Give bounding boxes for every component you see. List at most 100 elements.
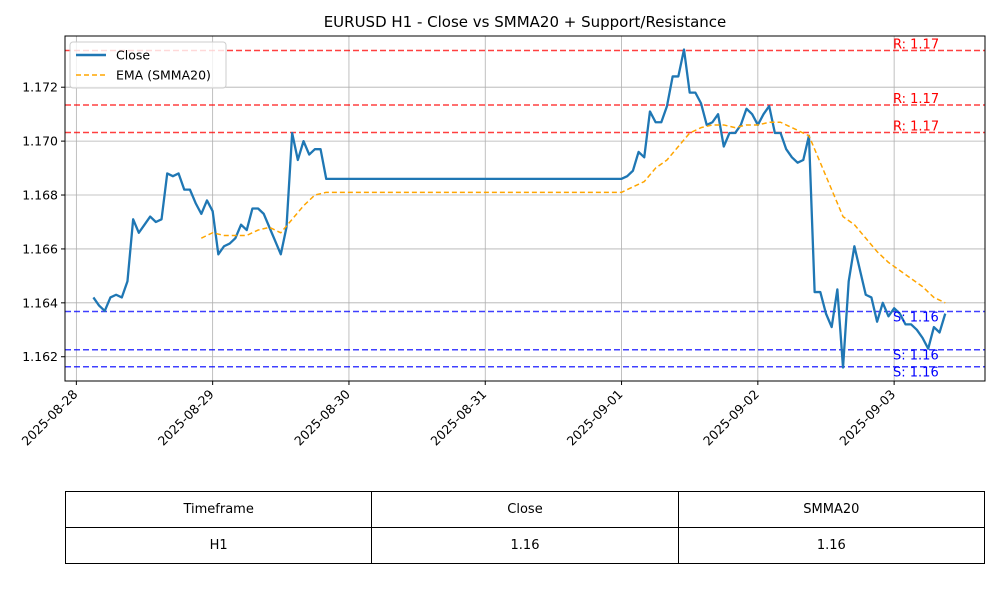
close-point (769, 105, 770, 106)
close-point (297, 159, 298, 160)
x-tick-label: 2025-08-30 (291, 386, 353, 448)
close-point (195, 203, 196, 204)
smma-point (877, 251, 878, 252)
smma-point (803, 132, 804, 133)
close-point (155, 221, 156, 222)
close-point (172, 176, 173, 177)
close-point (627, 176, 628, 177)
legend-box (69, 41, 227, 89)
axis-ticks: 1.162 1.164 1.166 1.168 1.170 1.172 2025-08-28… (18, 80, 898, 449)
close-point (933, 326, 934, 327)
series-lines (92, 48, 947, 369)
smma-point (791, 127, 792, 128)
close-point (240, 224, 241, 225)
x-tick-label: 2025-08-28 (18, 386, 80, 448)
close-point (661, 122, 662, 123)
close-point (848, 281, 849, 282)
smma-point (212, 232, 213, 233)
x-tick-label: 2025-08-31 (427, 387, 489, 449)
smma-point (911, 278, 912, 279)
close-point (831, 326, 832, 327)
close-point (882, 302, 883, 303)
table-header-row: Timeframe Close SMMA20 (64, 491, 986, 528)
close-point (894, 308, 895, 309)
y-tick-label: 1.172 (22, 80, 58, 95)
table-cell: 1.16 (371, 527, 679, 564)
close-point (763, 114, 764, 115)
close-point (133, 219, 134, 220)
close-point (655, 122, 656, 123)
smma-point (292, 219, 293, 220)
smma-point (945, 302, 946, 303)
smma-point (746, 124, 747, 125)
x-tick-label: 2025-09-02 (700, 387, 762, 449)
y-tick-label: 1.162 (22, 349, 58, 364)
resistance-label: R: 1.17 (893, 92, 939, 107)
smma-point (865, 238, 866, 239)
smma-point (888, 262, 889, 263)
level-labels: R: 1.17 R: 1.17 R: 1.17 S: 1.16 S: 1.16 S: 1.… (893, 38, 939, 381)
close-point (842, 367, 843, 368)
summary-table: Timeframe Close SMMA20 H1 1.16 1.16 (64, 491, 986, 564)
close-point (138, 232, 139, 233)
close-point (939, 332, 940, 333)
smma-point (712, 124, 713, 125)
legend-smma-label: EMA (SMMA20) (116, 68, 211, 83)
close-point (201, 213, 202, 214)
close-point (314, 149, 315, 150)
table-header-cell: SMMA20 (677, 491, 986, 528)
close-point (859, 270, 860, 271)
close-point (922, 337, 923, 338)
close-point (246, 229, 247, 230)
table-header-cell: Close (371, 491, 679, 528)
close-point (275, 240, 276, 241)
close-point (717, 114, 718, 115)
table-header-cell: Timeframe (64, 491, 373, 528)
smma-point (854, 224, 855, 225)
smma-point (723, 124, 724, 125)
close-point (121, 297, 122, 298)
close-point (206, 200, 207, 201)
close-point (791, 157, 792, 158)
resistance-label: R: 1.17 (893, 38, 939, 53)
close-point (218, 254, 219, 255)
resistance-label: R: 1.17 (893, 119, 939, 134)
close-point (689, 92, 690, 93)
close-point (825, 313, 826, 314)
close-point (814, 291, 815, 292)
y-tick-label: 1.168 (22, 188, 58, 203)
smma-point (235, 235, 236, 236)
close-point (644, 157, 645, 158)
close-point (803, 159, 804, 160)
close-point (184, 189, 185, 190)
smma-point (842, 216, 843, 217)
close-point (252, 208, 253, 209)
smma-point (757, 124, 758, 125)
y-tick-label: 1.166 (22, 241, 58, 256)
smma-point (644, 181, 645, 182)
close-point (700, 103, 701, 104)
close-point (729, 132, 730, 133)
close-point (695, 92, 696, 93)
smma-point (922, 286, 923, 287)
close-point (797, 162, 798, 163)
smma-point (808, 135, 809, 136)
table-cell: 1.16 (677, 527, 986, 564)
close-point (877, 321, 878, 322)
chart-svg: EURUSD H1 - Close vs SMMA20 + Support/Re… (18, 13, 986, 449)
close-point (916, 329, 917, 330)
close-point (104, 310, 105, 311)
smma-point (257, 229, 258, 230)
smma-point (201, 238, 202, 239)
smma-point (666, 159, 667, 160)
close-point (309, 154, 310, 155)
smma-line (200, 121, 946, 304)
close-point (144, 224, 145, 225)
close-point (116, 294, 117, 295)
close-point (837, 289, 838, 290)
smma-point (314, 194, 315, 195)
smma-point (933, 297, 934, 298)
close-point (820, 291, 821, 292)
smma-point (689, 132, 690, 133)
